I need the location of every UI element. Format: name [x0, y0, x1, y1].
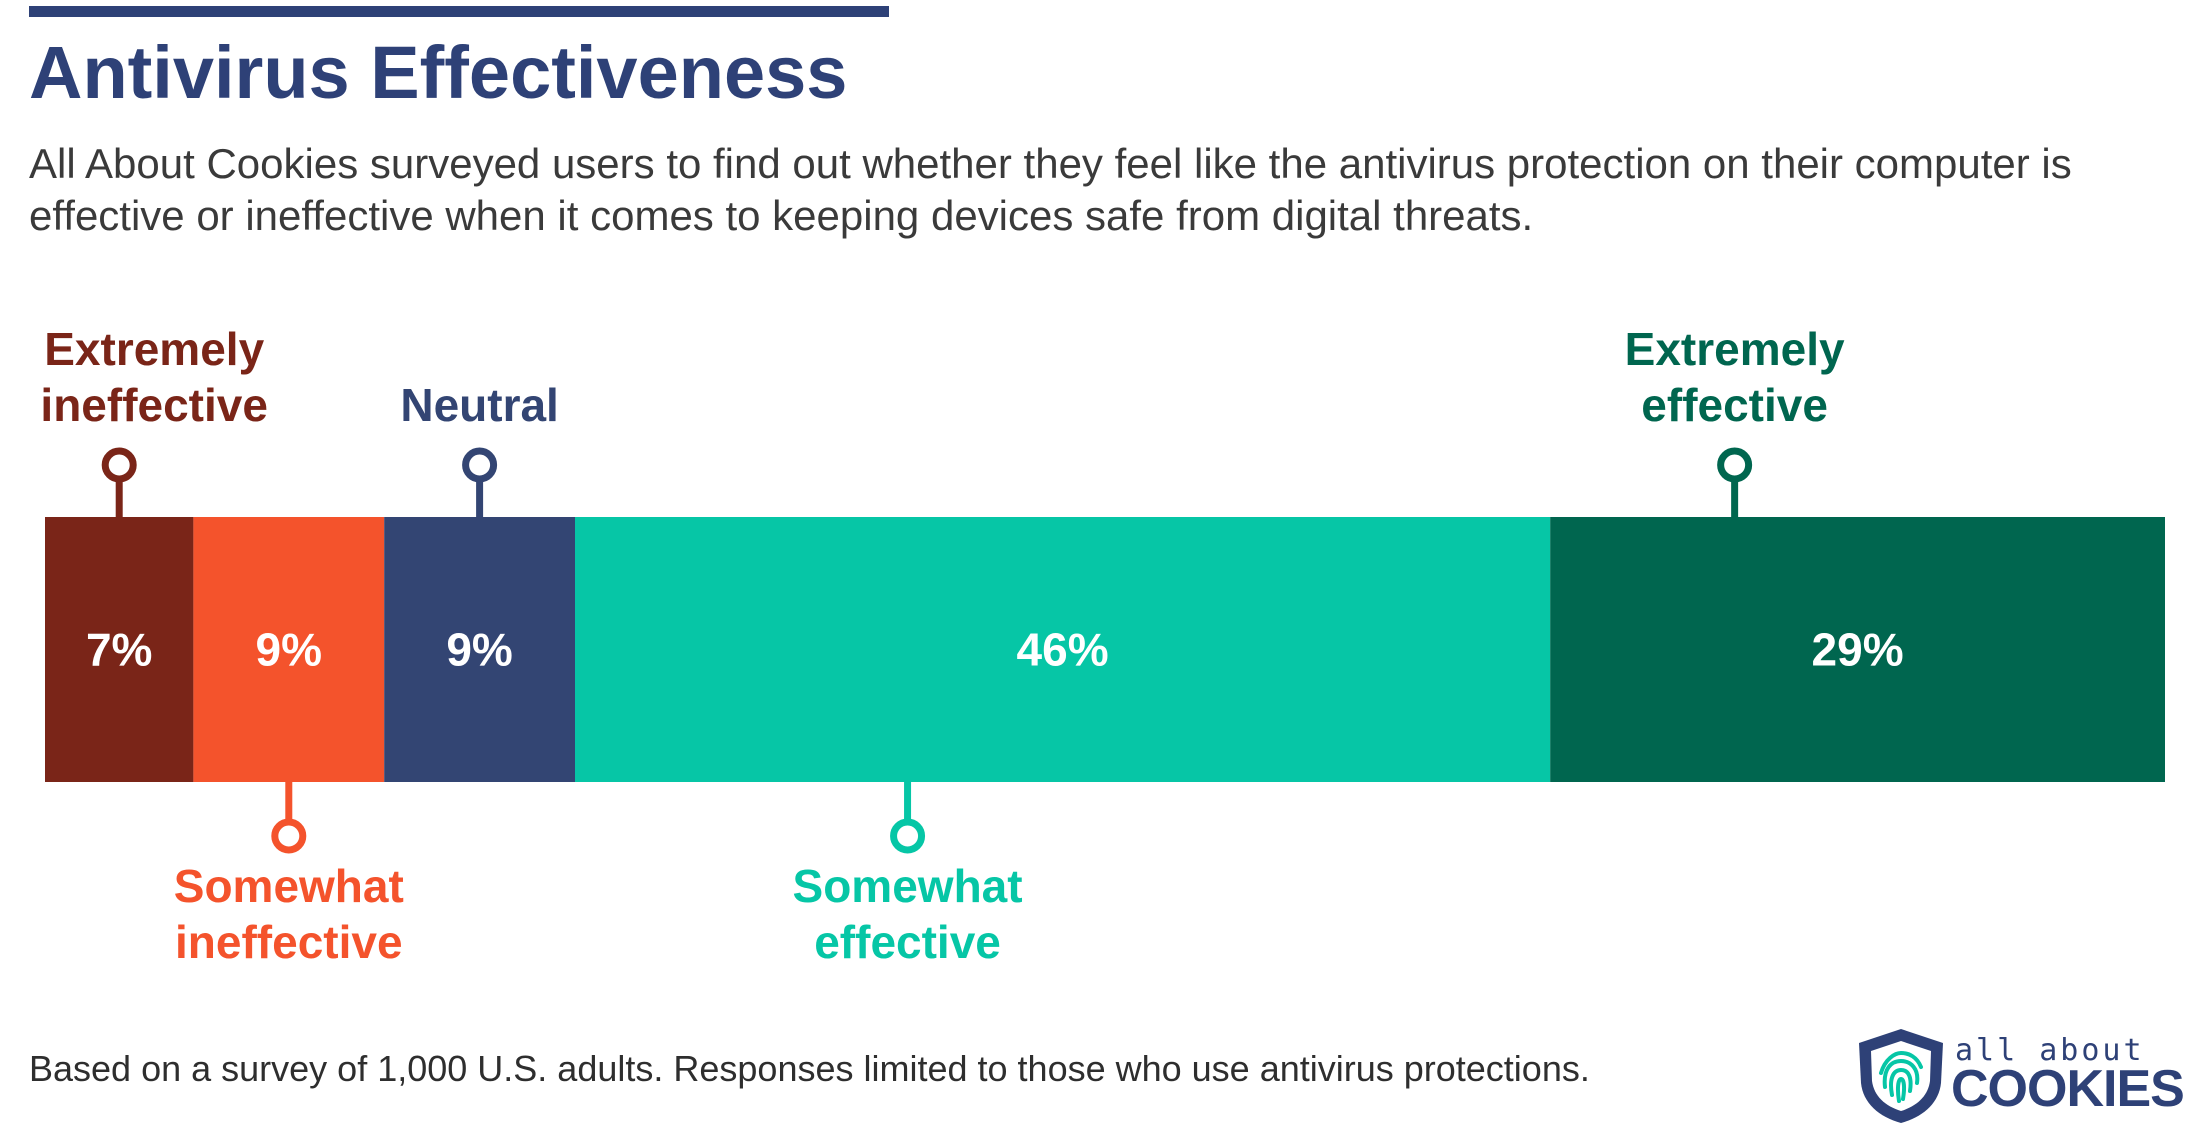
bar-segment	[193, 517, 385, 782]
bar-segment	[384, 517, 575, 782]
logo-text-top: all about	[1955, 1033, 2145, 1068]
page-title: Antivirus Effectiveness	[29, 31, 848, 114]
label-marker	[890, 818, 926, 854]
label-marker	[462, 447, 498, 483]
stacked-bar-chart: 7%Extremelyineffective9%Somewhatineffect…	[40, 323, 2165, 968]
data-label: 9%	[256, 624, 322, 676]
all-about-cookies-logo: all about COOKIES	[1853, 1025, 2185, 1125]
logo-text-bottom: COOKIES	[1951, 1060, 2185, 1118]
category-label: Extremely	[1625, 323, 1845, 375]
bar-segment	[45, 517, 194, 782]
data-label: 9%	[446, 624, 512, 676]
label-marker	[101, 447, 137, 483]
data-label: 46%	[1017, 624, 1109, 676]
category-label: Somewhat	[793, 860, 1023, 912]
data-label: 29%	[1812, 624, 1904, 676]
data-label: 7%	[86, 624, 152, 676]
category-label: effective	[1641, 379, 1828, 431]
category-label: ineffective	[175, 916, 403, 968]
label-marker	[271, 818, 307, 854]
bar-segment	[1550, 517, 2165, 782]
category-label: Somewhat	[174, 860, 404, 912]
footnote: Based on a survey of 1,000 U.S. adults. …	[29, 1048, 1590, 1089]
category-label: Extremely	[44, 323, 264, 375]
title-rule	[29, 6, 889, 17]
page-subtitle: All About Cookies surveyed users to find…	[29, 140, 2072, 239]
category-label: effective	[814, 916, 1001, 968]
fingerprint-shield-icon	[1859, 1029, 1943, 1123]
category-label: Neutral	[400, 379, 558, 431]
label-marker	[1717, 447, 1753, 483]
bar-segment	[575, 517, 1551, 782]
category-label: ineffective	[40, 379, 268, 431]
